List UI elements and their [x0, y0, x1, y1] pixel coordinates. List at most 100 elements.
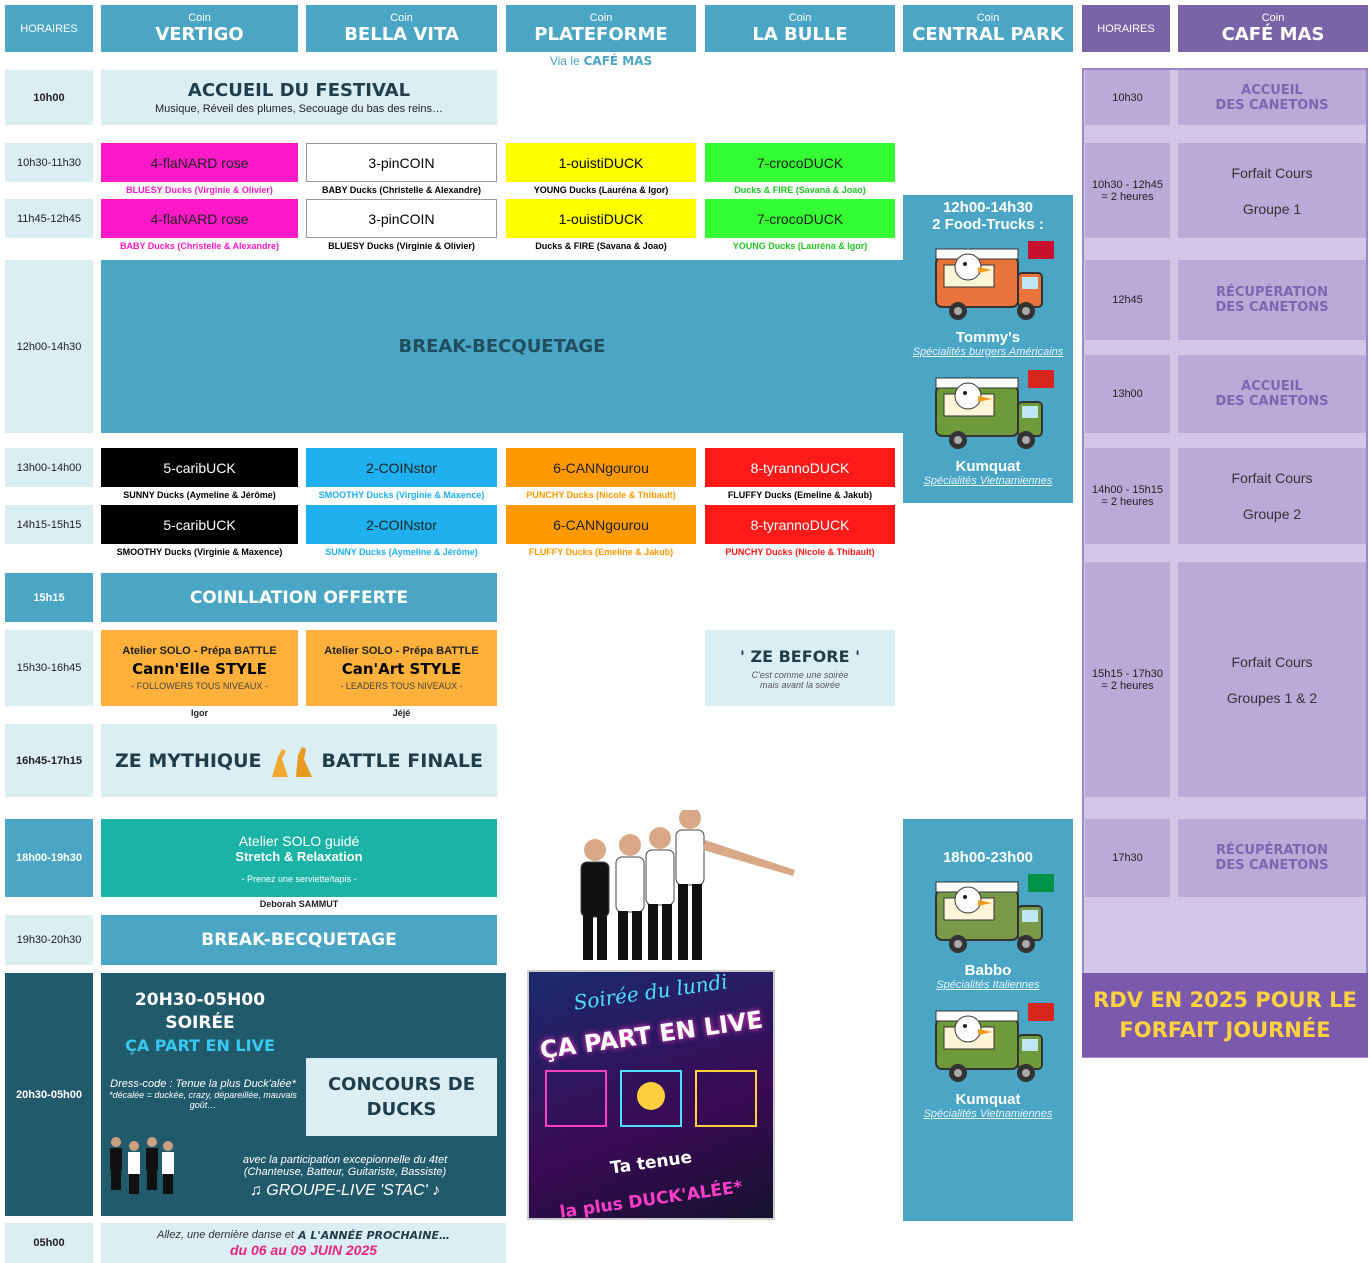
class-cell: 8-tyrannoDUCK: [705, 448, 895, 487]
food-specialty: Spécialités Vietnamiennes: [923, 475, 1053, 487]
break-block: BREAK-BECQUETAGE: [101, 915, 497, 965]
food-truck-name: Kumquat: [955, 1091, 1021, 1108]
party-heading: 20H30-05H00 SOIRÉE ÇA PART EN LIVE: [110, 990, 290, 1070]
graphic: [954, 436, 962, 444]
break-block: BREAK-BECQUETAGE: [101, 260, 903, 433]
graphic: [935, 370, 1054, 449]
break-title: BREAK-BECQUETAGE: [201, 930, 397, 950]
graphic: [978, 900, 992, 906]
graphic: [271, 746, 312, 777]
header-cell: HORAIRES: [5, 5, 93, 52]
class-caption: YOUNG Ducks (Lauréna & Igor): [506, 183, 696, 197]
class-name: 5-caribUCK: [163, 459, 236, 476]
venue-coin: Coin: [788, 12, 812, 24]
cafe-activity-line: Forfait Cours: [1231, 653, 1313, 670]
time-label: 13h00-14h00: [16, 461, 82, 474]
food-time: 12h00-14h30: [942, 199, 1034, 216]
class-caption: SMOOTHY Ducks (Virginie & Maxence): [101, 545, 298, 559]
workshop-teacher: Jéjé: [306, 707, 497, 719]
graphic: [978, 1029, 992, 1035]
food-specialty: Spécialités Vietnamiennes: [923, 1108, 1053, 1120]
graphic: [645, 849, 675, 906]
class-caption-text: FLUFFY Ducks (Emeline & Jakub): [528, 547, 674, 557]
header-cell: HORAIRES: [1082, 5, 1170, 52]
food-truck-name: Babbo: [964, 962, 1012, 979]
graphic: [1028, 1003, 1054, 1021]
graphic: [162, 1152, 174, 1174]
poster-tagline: Ta tenue: [608, 1147, 694, 1179]
party-band: avec la participation excepionnelle du 4…: [190, 1148, 500, 1206]
party-band-name: ♫ GROUPE-LIVE 'STAC' ♪: [249, 1182, 441, 1199]
graphic: [954, 307, 962, 315]
header-label: HORAIRES: [20, 22, 78, 35]
snack-title: COINLLATION OFFERTE: [189, 587, 409, 608]
time-label: 20h30-05h00: [15, 1088, 83, 1101]
cafe-activity-line: DES CANETONS: [1215, 858, 1329, 873]
graphic: [1022, 940, 1030, 948]
venue-name: CENTRAL PARK: [912, 24, 1064, 45]
graphic: [110, 1137, 174, 1194]
class-name: 7-crocoDUCK: [756, 210, 844, 227]
graphic: [703, 840, 795, 876]
time-cell: 14h15-15h15: [5, 505, 93, 544]
class-cell: 4-flaNARD rose: [101, 199, 298, 238]
venue-name: BELLA VITA: [344, 24, 459, 45]
graphic: [1028, 370, 1054, 388]
graphic: [615, 856, 645, 913]
class-caption-text: Ducks & FIRE (Savana & Joao): [734, 185, 866, 195]
class-cell: 6-CANNgourou: [506, 505, 696, 544]
class-caption: SMOOTHY Ducks (Virginie & Maxence): [306, 488, 497, 502]
poster: Soirée du lundi ÇA PART EN LIVE Ta tenue la…: [527, 970, 775, 1220]
class-caption-text: SMOOTHY Ducks (Virginie & Maxence): [116, 547, 283, 557]
time-cell: 10h00: [5, 70, 93, 125]
party-dress: Dress-code : Tenue la plus Duck'alée* *dé…: [104, 1078, 302, 1122]
before-title: ' ZE BEFORE ': [740, 646, 860, 666]
cafe-activity-line: DES CANETONS: [1215, 97, 1329, 113]
venue-name: CAFÉ MAS: [1221, 24, 1325, 45]
venue-coin: Coin: [390, 12, 413, 24]
class-cell: 2-COINstor: [306, 505, 497, 544]
class-name: 1-ouistiDUCK: [558, 154, 644, 171]
welcome-title: ACCUEIL DU FESTIVAL: [187, 80, 411, 101]
graphic: [954, 940, 962, 948]
time-label: 15h30-16h45: [16, 662, 82, 674]
cafe-time-line: = 2 heures: [1101, 679, 1154, 692]
class-caption-text: FLUFFY Ducks (Emeline & Jakub): [727, 490, 873, 500]
food-specialty: Spécialités Italiennes: [936, 979, 1040, 991]
class-caption: PUNCHY Ducks (Nicole & Thibault): [705, 545, 895, 559]
class-caption-text: YOUNG Ducks (Lauréna & Igor): [533, 185, 669, 195]
graphic: [1028, 874, 1054, 892]
workshop-level: - LEADERS TOUS NIVEAUX -: [340, 681, 463, 691]
time-label: 16h45-17h15: [15, 754, 83, 767]
solo-subtitle: Stretch & Relaxation: [235, 848, 363, 864]
cafe-activity-line: DES CANETONS: [1215, 394, 1329, 409]
class-caption-text: BLUESY Ducks (Virginie & Olivier): [126, 185, 273, 195]
graphic: [1022, 1069, 1030, 1077]
food-truck-name: Kumquat: [955, 458, 1021, 475]
time-label: 19h30-20h30: [16, 934, 82, 946]
graphic: [1022, 436, 1030, 444]
before-line: C'est comme une soirée: [751, 669, 849, 680]
cafe-time-line: 15h15 - 17h30: [1092, 667, 1163, 680]
graphic: [1022, 1039, 1038, 1051]
cafe-time-line: 17h30: [1112, 852, 1143, 864]
graphic: [963, 262, 967, 266]
graphic: [954, 253, 982, 281]
cafe-time-line: 13h00: [1112, 388, 1143, 400]
solo-note: - Prenez une serviette/tapis -: [241, 873, 357, 884]
class-caption: BLUESY Ducks (Virginie & Olivier): [101, 183, 298, 197]
cafe-time-line: = 2 heures: [1101, 190, 1154, 203]
poster-tagline: la plus DUCK'ALÉE*: [558, 1176, 744, 1220]
contest-title: CONCOURS DE DUCKS: [327, 1074, 476, 1120]
class-name: 3-pinCOIN: [368, 210, 435, 227]
before-block: ' ZE BEFORE ' C'est comme une soirée mais …: [705, 630, 895, 706]
class-caption-text: BLUESY Ducks (Virginie & Olivier): [328, 241, 475, 251]
class-cell: 5-caribUCK: [101, 505, 298, 544]
class-name: 6-CANNgourou: [553, 516, 649, 533]
class-caption-text: SMOOTHY Ducks (Virginie & Maxence): [318, 490, 485, 500]
graphic: [1022, 277, 1038, 289]
graphic: [978, 267, 992, 273]
graphic: [147, 1170, 157, 1190]
class-caption: BLUESY Ducks (Virginie & Olivier): [306, 239, 497, 253]
graphic: [679, 810, 701, 829]
